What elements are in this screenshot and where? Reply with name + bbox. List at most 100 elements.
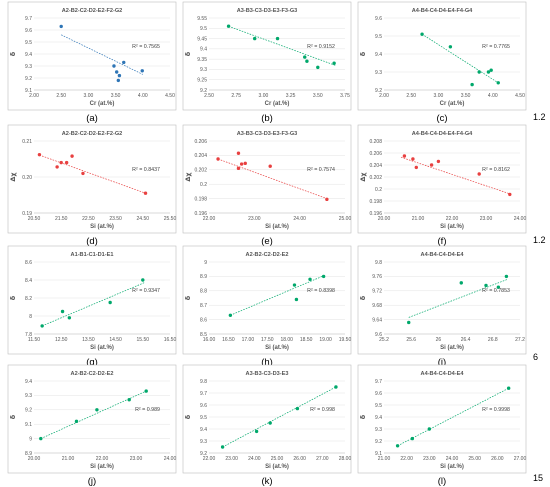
panel-8-r2: R² = 0.8398 (307, 288, 335, 294)
panel-5-xtick: 25.00 (339, 216, 352, 222)
panel-5-point (236, 166, 241, 171)
panel-3-ytick: 9.4 (375, 52, 382, 58)
panel-11-caption: (k) (261, 476, 272, 487)
panel-9-ytick: 9.76 (372, 274, 382, 280)
panel-9-trendline (408, 278, 508, 318)
panel-4-xlabel: Si (at.%) (90, 224, 114, 230)
panel-1-title: A2-B2-C2-D2-E2-F2-G2 (62, 8, 123, 14)
panel-1-xlabel: Cr (at.%) (90, 101, 115, 107)
panel-8-xtick: 16.50 (222, 337, 235, 343)
panel-1-xtick: 4.50 (165, 93, 175, 99)
panel-9-xtick: 26 (436, 337, 442, 343)
panel-7-xtick: 12.50 (55, 337, 68, 343)
panel-2-point (305, 59, 309, 63)
panel-10-point (127, 398, 131, 402)
panel-2-xtick: 3.50 (313, 93, 323, 99)
panel-10-point (74, 419, 79, 424)
panel-5-r2: R² = 0.7574 (307, 167, 335, 173)
panel-3-point (477, 70, 481, 74)
panel-5-ytick: 0.204 (194, 153, 207, 159)
panel-7-point (60, 309, 65, 314)
panel-11-xtick: 28.00 (339, 456, 352, 462)
panel-1-point (114, 70, 119, 74)
panel-10-ytick: 9.2 (25, 408, 32, 414)
panel-12-xtick: 23.00 (423, 456, 436, 462)
panel-4-xtick: 24.50 (137, 216, 150, 222)
panel-11-xtick: 27.00 (316, 456, 329, 462)
panel-9-ytick: 9.72 (372, 289, 382, 295)
panel-2-xtick: 3.25 (286, 93, 296, 99)
panel-7-xtick: 13.50 (82, 337, 95, 343)
panel-8-ytick: 8.9 (200, 274, 207, 280)
panel-4-point (81, 171, 85, 176)
panel-3-xtick: 2.50 (406, 93, 416, 99)
panel-7-xlabel: Si (at.%) (90, 345, 114, 351)
panel-11-point (254, 429, 259, 434)
panel-1-caption: (a) (86, 113, 98, 124)
panel-9-ytick: 9.68 (372, 303, 382, 309)
panel-11-point (268, 421, 272, 425)
panel-7-xtick: 16.50 (164, 337, 177, 343)
panel-8-caption: (h) (261, 357, 273, 368)
panel-10-xtick: 22.00 (96, 456, 109, 462)
panel-12-ytick: 9.2 (375, 439, 382, 445)
panel-8-ytick: 8.8 (200, 289, 207, 295)
panel-7-caption: (g) (86, 357, 98, 368)
panel-12-ytick: 9.4 (375, 415, 382, 421)
panel-1-trendline (61, 34, 143, 75)
panel-10-point (144, 389, 148, 393)
panel-6-ytick: 0.2 (375, 187, 382, 193)
panel-8-ylabel: δ (184, 295, 192, 300)
panel-5-xtick: 24.00 (293, 216, 306, 222)
panel-12-ytick: 9.1 (375, 451, 382, 457)
panel-4-title: A2-B2-C2-D2-E2-F2-G2 (62, 131, 123, 137)
panel-3-point (420, 32, 424, 36)
panel-7-xtick: 14.50 (109, 337, 122, 343)
panel-10-xtick: 20.00 (28, 456, 41, 462)
panel-7-xtick: 11.50 (28, 337, 40, 343)
panel-3-r2: R² = 0.7765 (482, 44, 510, 50)
side-label-row3: 6 (533, 352, 539, 362)
panel-6-xlabel: Si (at.%) (440, 224, 464, 230)
panel-2-ytick: 9.55 (197, 16, 207, 22)
panel-3-ytick: 9.6 (375, 16, 382, 22)
panel-2-point (303, 55, 307, 59)
panel-11-ytick: 9.4 (200, 427, 207, 433)
panel-5-ytick: 0.198 (194, 196, 207, 202)
panel-2-ylabel: δ (184, 51, 192, 56)
panel-1-ytick: 9.1 (25, 88, 32, 94)
panel-10-ytick: 9.3 (25, 393, 32, 399)
panel-5-xlabel: Si (at.%) (265, 224, 289, 230)
panel-4-frame (7, 124, 177, 234)
panel-12-trendline (397, 387, 509, 447)
panel-1-xtick: 3.00 (84, 93, 94, 99)
panel-10-ytick: 9.4 (25, 379, 32, 385)
panel-12-ytick: 9.7 (375, 379, 382, 385)
panel-11-xtick: 24.00 (248, 456, 261, 462)
panel-6-point (477, 172, 481, 176)
panel-4-xtick: 21.50 (55, 216, 68, 222)
panel-12-xtick: 26.00 (491, 456, 504, 462)
side-label-row4: 15 (533, 473, 544, 483)
panel-5-title: A3-B3-C3-D3-E3-F3-G3 (237, 131, 298, 137)
panel-12-ytick: 9.5 (375, 403, 382, 409)
panel-5-point (239, 162, 244, 166)
panel-12-title: A4-B4-C4-D4-E4 (421, 371, 465, 377)
panel-11-xtick: 26.00 (293, 456, 306, 462)
panel-3-point (470, 82, 474, 87)
panel-2-point (316, 65, 320, 70)
panel-11-ytick: 9.6 (200, 403, 207, 409)
panel-10-ytick: 9 (29, 436, 32, 442)
panel-5-ylabel: Δχ (184, 172, 192, 182)
panel-3-xtick: 4.00 (488, 93, 498, 99)
panel-6-point (414, 165, 418, 170)
panel-2-ytick: 9.4 (200, 47, 207, 53)
panel-3-point (496, 81, 500, 85)
panel-11-xlabel: Si (at.%) (265, 464, 289, 470)
panel-1-ytick: 9.6 (25, 28, 32, 34)
panel-1-xtick: 3.50 (111, 93, 121, 99)
panel-8-ytick: 8.5 (200, 332, 207, 338)
panel-2-ytick: 9.3 (200, 67, 207, 73)
panel-2-xtick: 3.00 (259, 93, 269, 99)
